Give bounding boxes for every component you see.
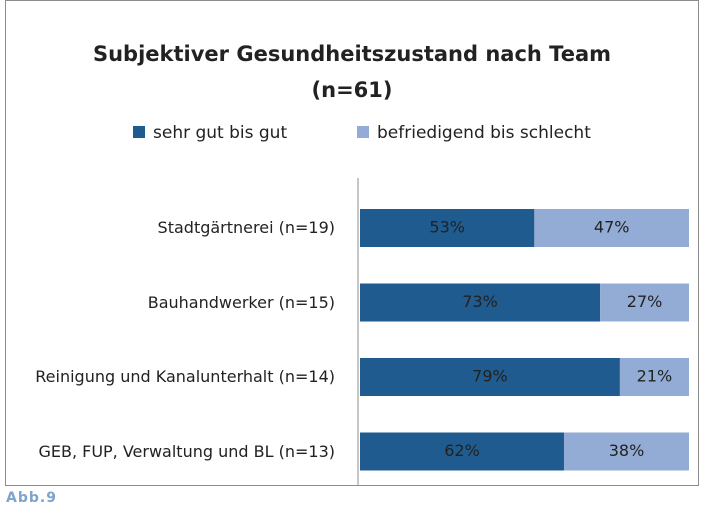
category-label: Stadtgärtnerei (n=19) xyxy=(20,215,335,241)
bar-segment xyxy=(600,283,689,322)
category-text: Bauhandwerker (n=15) xyxy=(147,292,335,312)
category-text: GEB, FUP, Verwaltung und BL (n=13) xyxy=(38,441,335,461)
data-label: 47% xyxy=(594,218,630,237)
legend-label: sehr gut bis gut xyxy=(153,123,288,143)
bar-segment xyxy=(619,358,689,396)
data-label: 53% xyxy=(429,218,465,237)
bar-segment xyxy=(360,283,601,322)
category-text: Reinigung und Kanalunterhalt (n=14) xyxy=(35,367,335,386)
chart-title: Subjektiver Gesundheitszustand nach Team xyxy=(92,42,612,66)
bar-segment xyxy=(360,209,535,247)
data-label: 73% xyxy=(462,292,498,311)
legend-label: befriedigend bis schlecht xyxy=(377,123,591,143)
legend-swatch xyxy=(357,126,369,138)
bar-segment xyxy=(360,432,564,471)
bar-segment xyxy=(563,432,689,471)
category-label: Bauhandwerker (n=15) xyxy=(20,290,335,316)
chart-subtitle: (n=61) xyxy=(311,78,393,102)
data-label: 62% xyxy=(444,441,480,460)
bar-segment xyxy=(360,358,620,396)
category-text: Stadtgärtnerei (n=19) xyxy=(157,218,335,237)
data-label: 21% xyxy=(637,367,673,386)
caption: Abb.9 xyxy=(6,490,57,506)
data-label: 27% xyxy=(627,292,663,311)
data-label: 38% xyxy=(609,441,645,460)
bar-segment xyxy=(534,209,689,247)
category-label: Reinigung und Kanalunterhalt (n=14) xyxy=(20,364,335,390)
legend-item: befriedigend bis schlecht xyxy=(357,123,591,143)
data-label: 79% xyxy=(472,367,508,386)
legend-item: sehr gut bis gut xyxy=(133,123,287,143)
legend-swatch xyxy=(133,126,145,138)
chart-frame xyxy=(5,0,699,486)
category-label: GEB, FUP, Verwaltung und BL (n=13) xyxy=(20,439,335,465)
